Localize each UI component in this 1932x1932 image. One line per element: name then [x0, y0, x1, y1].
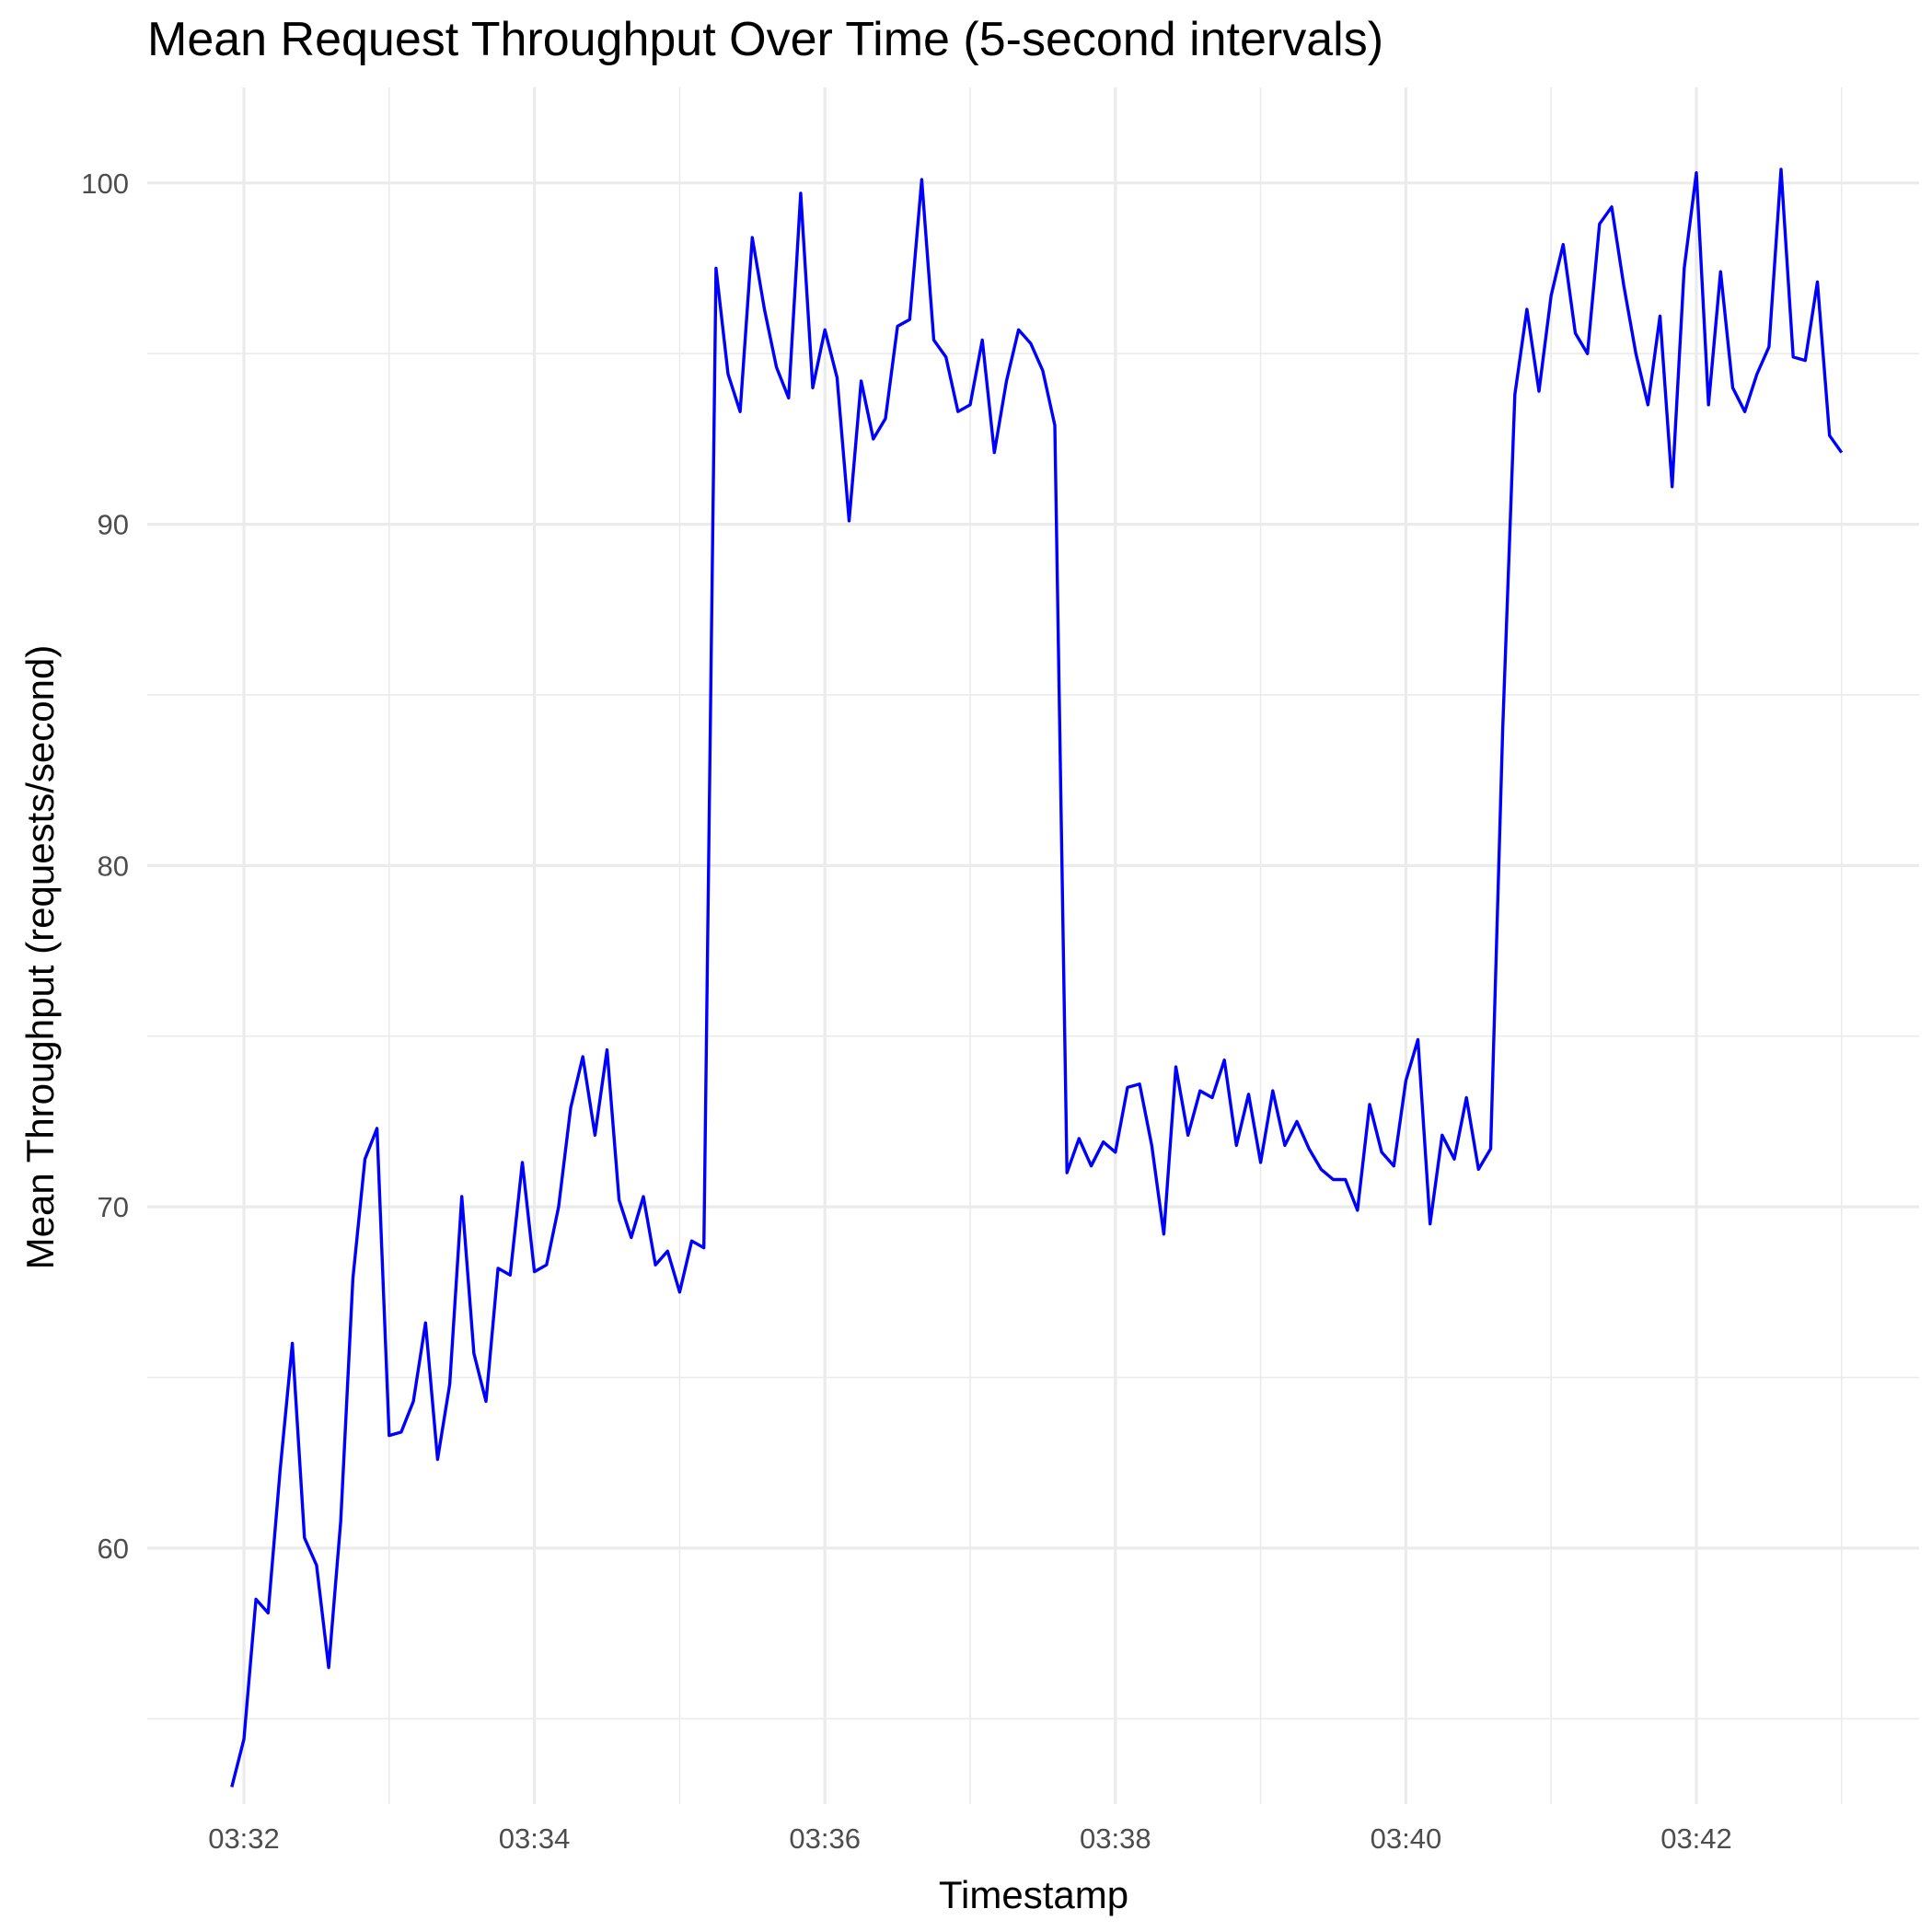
y-tick-label: 80: [98, 850, 129, 882]
x-tick-label: 03:40: [1371, 1822, 1442, 1855]
y-tick-label: 100: [81, 168, 129, 200]
x-axis-tick-labels: 03:32 03:34 03:36 03:38 03:40 03:42: [208, 1822, 1732, 1855]
x-tick-label: 03:42: [1660, 1822, 1732, 1855]
y-tick-label: 60: [98, 1533, 129, 1565]
x-axis-title: Timestamp: [939, 1873, 1128, 1916]
x-tick-label: 03:32: [208, 1822, 280, 1855]
y-tick-label: 70: [98, 1191, 129, 1223]
x-tick-label: 03:36: [789, 1822, 861, 1855]
series-line-group: [230, 168, 1844, 1787]
y-axis-tick-labels: 60 70 80 90 100: [81, 168, 129, 1565]
y-axis-title: Mean Throughput (requests/second): [18, 645, 62, 1270]
chart-title: Mean Request Throughput Over Time (5-sec…: [147, 13, 1383, 66]
x-tick-label: 03:38: [1080, 1822, 1151, 1855]
x-tick-label: 03:34: [499, 1822, 571, 1855]
throughput-series-line: [230, 168, 1844, 1787]
grid: [147, 87, 1919, 1804]
y-tick-label: 90: [98, 509, 129, 541]
